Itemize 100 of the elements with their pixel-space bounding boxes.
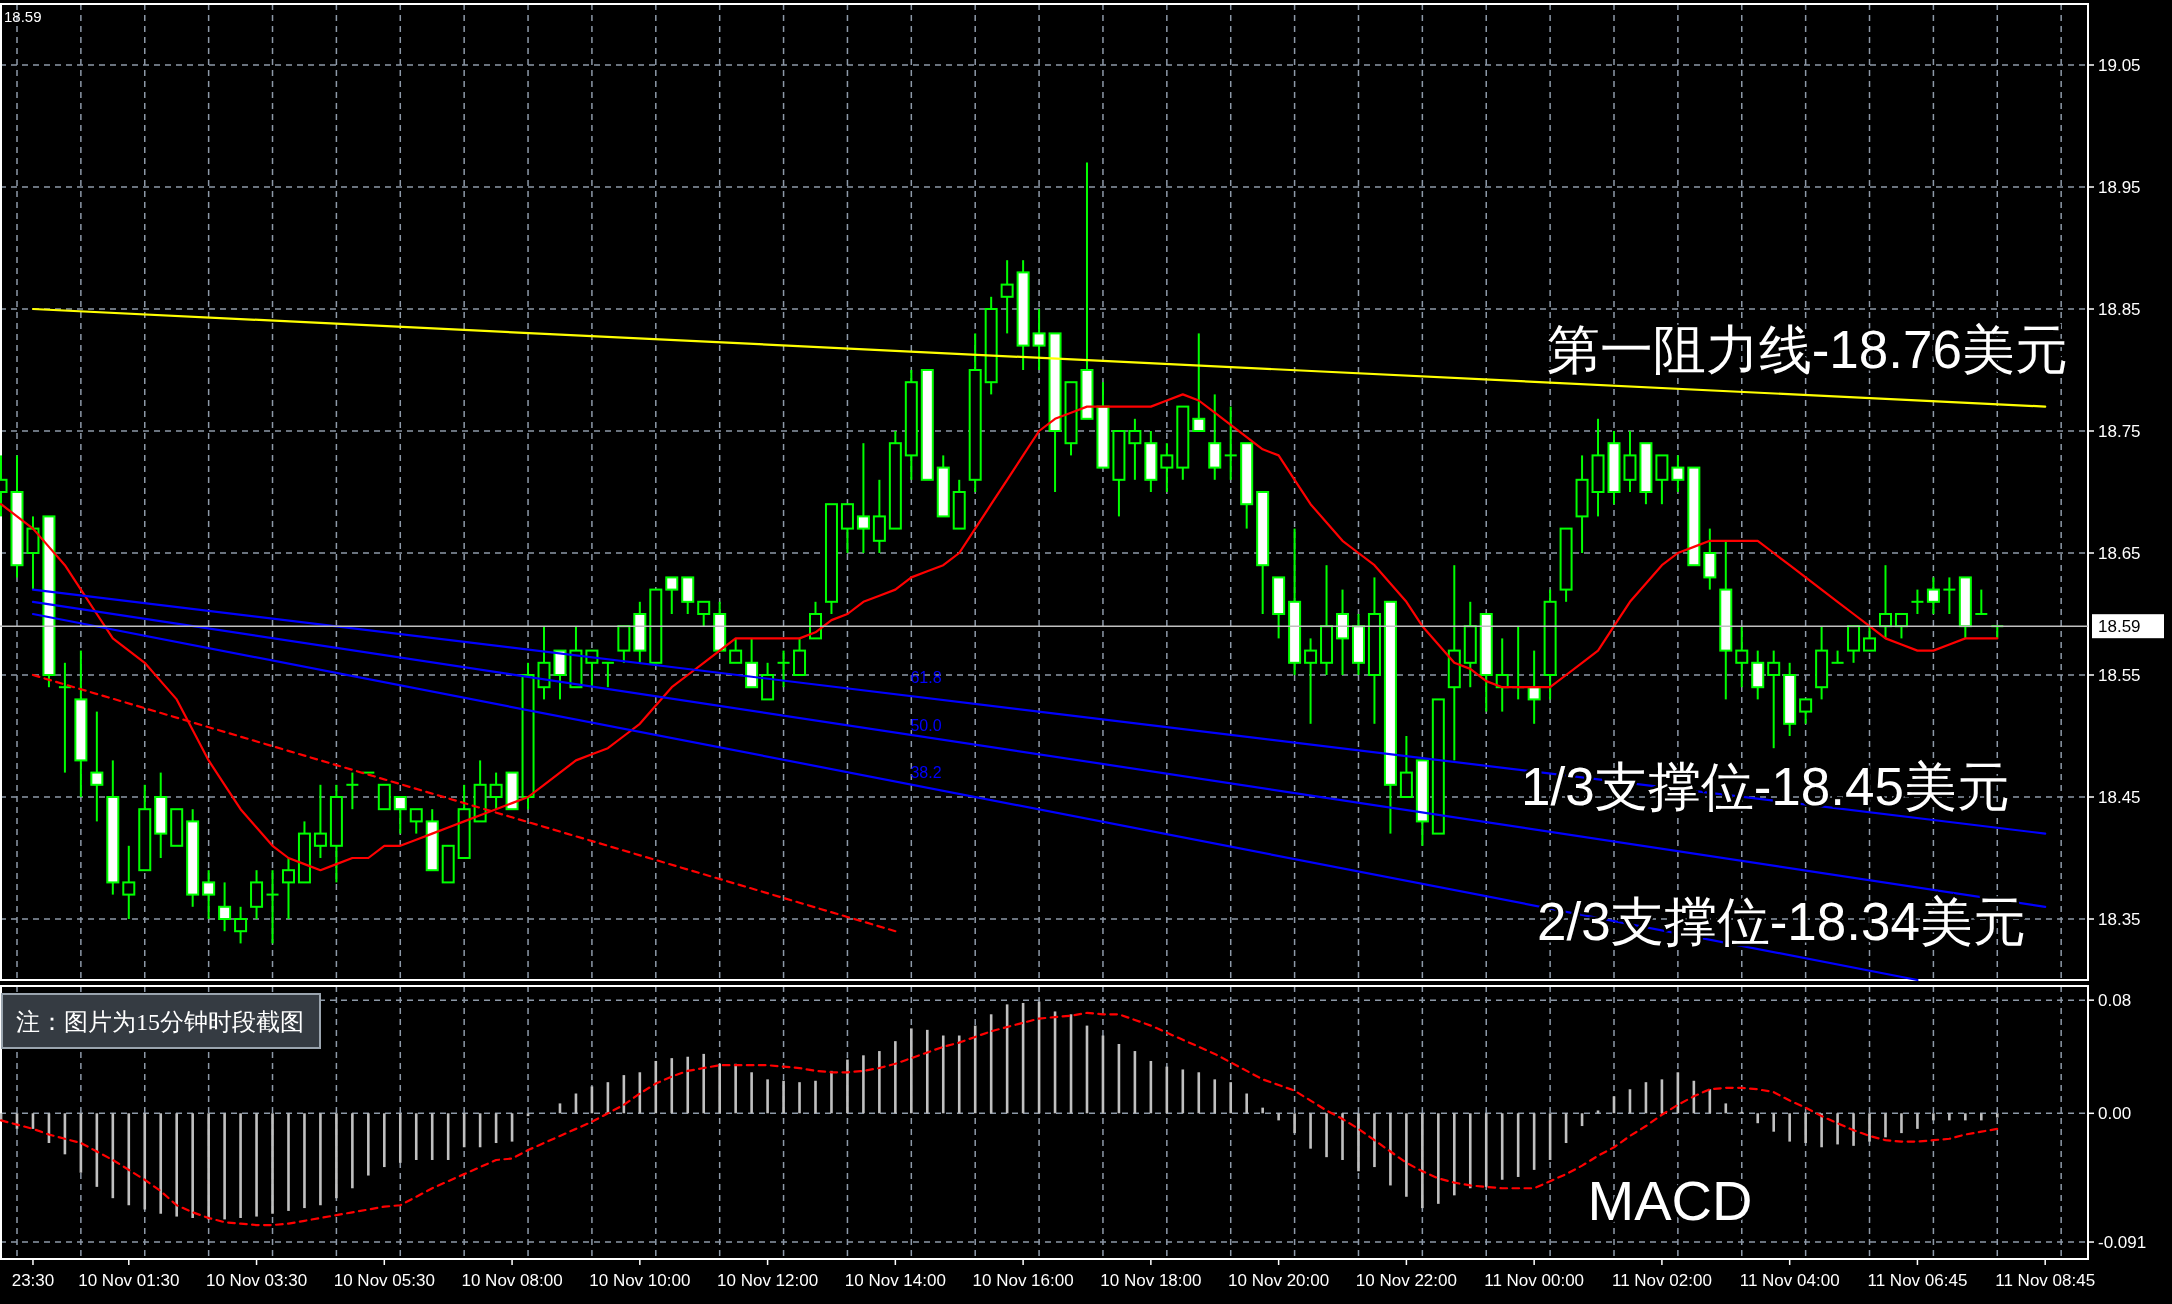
- bar: [1500, 1113, 1504, 1180]
- bar: [941, 1035, 945, 1114]
- candlestick: [1830, 649, 1845, 664]
- bar: [430, 1113, 434, 1160]
- candlestick: [856, 442, 870, 554]
- bar: [1357, 1113, 1360, 1172]
- bar: [1884, 1113, 1887, 1138]
- bar: [207, 1113, 210, 1220]
- y-tick-label: 18.55: [2098, 666, 2141, 685]
- bar: [734, 1063, 737, 1114]
- candlestick: [1910, 588, 1925, 615]
- bar: [782, 1080, 785, 1114]
- y-tick-label: 18.35: [2098, 910, 2141, 929]
- bar: [750, 1072, 753, 1114]
- bar: [830, 1070, 833, 1114]
- candlestick: [1974, 588, 1989, 615]
- bar: [383, 1113, 386, 1168]
- line-series: [0, 1011, 1999, 1227]
- candlestick: [1192, 332, 1206, 432]
- annotation: MACD: [1587, 1169, 1753, 1232]
- bar: [925, 1029, 929, 1114]
- bar: [1245, 1093, 1248, 1114]
- ref-line-label: 18.59: [2098, 617, 2141, 637]
- y-tick-label: 19.05: [2098, 56, 2141, 75]
- candlestick: [1926, 576, 1940, 615]
- bar: [1213, 1079, 1217, 1114]
- bar: [814, 1080, 817, 1114]
- x-tick-label: 10 Nov 20:00: [1228, 1271, 1330, 1290]
- candlestick: [393, 796, 407, 835]
- bar: [127, 1113, 131, 1206]
- bar: [1341, 1113, 1344, 1160]
- candlestick: [1671, 454, 1685, 493]
- bar: [670, 1058, 674, 1114]
- candlestick: [1032, 308, 1046, 371]
- x-tick-label: 23:30: [11, 1271, 55, 1290]
- bar: [175, 1113, 178, 1217]
- bar: [255, 1113, 258, 1217]
- bar: [287, 1113, 290, 1211]
- y-tick-label: 18.75: [2098, 422, 2141, 441]
- bar: [894, 1041, 897, 1114]
- bar: [1484, 1113, 1488, 1187]
- bar: [1756, 1113, 1760, 1124]
- bar: [1453, 1113, 1456, 1196]
- candlestick: [776, 649, 791, 689]
- bar: [335, 1113, 338, 1199]
- bar: [1868, 1113, 1871, 1142]
- bar: [159, 1113, 163, 1214]
- bar: [1852, 1113, 1855, 1146]
- candlestick: [234, 905, 248, 945]
- annotation: 18.59: [4, 8, 42, 25]
- bar: [223, 1113, 226, 1220]
- bar: [1421, 1113, 1424, 1209]
- bar: [271, 1113, 274, 1214]
- candlestick: [1863, 625, 1877, 652]
- bar: [1772, 1113, 1775, 1132]
- annotation: 第一阻力线-18.76美元: [1546, 320, 2068, 379]
- y-tick-label: 18.95: [2098, 178, 2141, 197]
- y-tick-label: 18.85: [2098, 300, 2141, 319]
- y-tick-label: 18.45: [2098, 788, 2141, 807]
- bar: [862, 1055, 865, 1114]
- bar: [1229, 1082, 1233, 1114]
- candlestick: [265, 869, 280, 945]
- bar: [191, 1113, 194, 1218]
- bar: [1964, 1113, 1967, 1121]
- candlestick: [1128, 417, 1142, 481]
- x-tick-label: 11 Nov 06:45: [1867, 1271, 1968, 1290]
- candlestick: [1942, 576, 1957, 615]
- candlestick: [90, 710, 104, 823]
- bar: [846, 1059, 849, 1114]
- bar: [1948, 1113, 1951, 1121]
- bar: [1373, 1113, 1376, 1168]
- bar: [1724, 1103, 1728, 1114]
- bar: [351, 1113, 354, 1189]
- candlestick: [1160, 442, 1174, 493]
- bar: [718, 1063, 721, 1114]
- x-tick-label: 11 Nov 00:00: [1484, 1271, 1585, 1290]
- bar: [1261, 1107, 1264, 1114]
- bar: [910, 1028, 913, 1114]
- x-tick-label: 10 Nov 01:30: [78, 1271, 180, 1290]
- bar: [239, 1113, 242, 1218]
- candlestick: [665, 576, 679, 615]
- bar: [303, 1113, 306, 1209]
- annotation: 61.8: [910, 669, 942, 686]
- x-tick-label: 10 Nov 05:30: [333, 1271, 435, 1290]
- candlestick: [345, 771, 360, 811]
- candlestick: [600, 661, 615, 689]
- x-tick-label: 10 Nov 03:30: [205, 1271, 308, 1290]
- x-tick-label: 10 Nov 16:00: [972, 1271, 1074, 1290]
- candlestick: [729, 637, 743, 664]
- bar: [1916, 1113, 1919, 1129]
- bar: [1277, 1113, 1280, 1121]
- bar: [143, 1113, 147, 1210]
- bar: [1309, 1113, 1312, 1149]
- bar: [957, 1035, 961, 1114]
- candlestick: [1223, 405, 1238, 481]
- x-tick-label: 10 Nov 10:00: [589, 1271, 691, 1290]
- candlestick: [1767, 649, 1781, 750]
- bar: [1804, 1113, 1807, 1144]
- candlestick: [1799, 698, 1813, 725]
- y-tick-label: -0.091: [2098, 1233, 2147, 1253]
